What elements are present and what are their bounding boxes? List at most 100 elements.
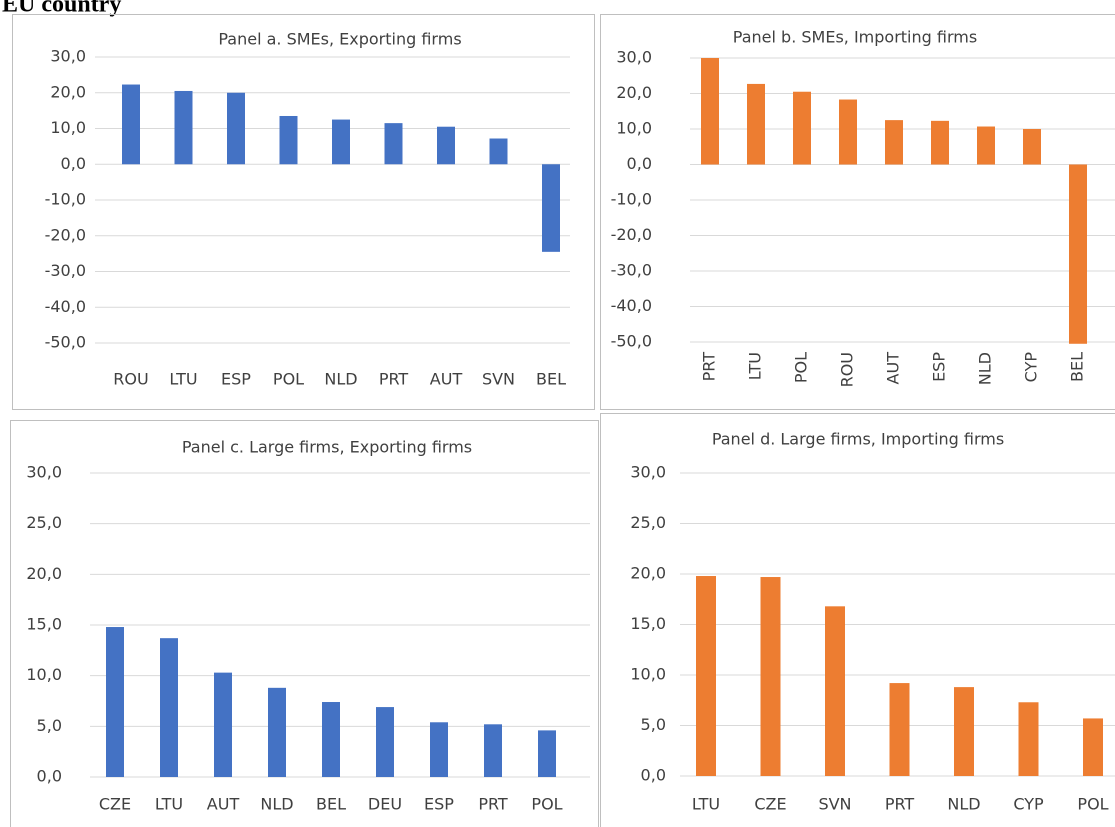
x-tick-label: POL xyxy=(531,795,562,814)
x-tick-label: SVN xyxy=(818,795,851,814)
y-tick-label: 15,0 xyxy=(630,614,666,633)
bar xyxy=(332,119,350,165)
y-tick-label: 30,0 xyxy=(26,463,62,482)
x-tick-label: CYP xyxy=(1013,795,1044,814)
bar xyxy=(268,687,286,777)
bar xyxy=(701,58,719,165)
y-tick-label: 10,0 xyxy=(616,119,652,138)
y-tick-label: 20,0 xyxy=(616,83,652,102)
bar xyxy=(889,683,910,776)
x-tick-label: AUT xyxy=(884,352,903,385)
y-tick-label: 25,0 xyxy=(630,513,666,532)
x-tick-label: ESP xyxy=(424,795,454,814)
panel-box xyxy=(600,14,1115,410)
x-tick-label: NLD xyxy=(947,795,980,814)
y-tick-label: -10,0 xyxy=(611,190,652,209)
x-tick-label: ESP xyxy=(930,352,949,382)
bar xyxy=(384,123,403,165)
y-tick-label: -30,0 xyxy=(611,261,652,280)
panel-box xyxy=(10,420,599,827)
x-tick-label: BEL xyxy=(536,370,566,389)
y-tick-label: 25,0 xyxy=(26,513,62,532)
bar xyxy=(839,99,857,165)
x-tick-label: PRT xyxy=(885,795,915,814)
panel-box xyxy=(12,14,595,410)
y-tick-label: 30,0 xyxy=(50,47,86,66)
bar xyxy=(954,687,974,776)
x-tick-label: ESP xyxy=(221,370,251,389)
y-tick-label: 20,0 xyxy=(630,564,666,583)
bar xyxy=(160,638,178,777)
x-tick-label: AUT xyxy=(207,795,240,814)
bar xyxy=(227,92,245,165)
y-tick-label: -20,0 xyxy=(611,225,652,244)
y-tick-label: 0,0 xyxy=(627,154,652,173)
x-tick-label: NLD xyxy=(976,352,995,385)
bar xyxy=(279,115,298,165)
x-tick-label: NLD xyxy=(324,370,357,389)
x-tick-label: LTU xyxy=(155,795,183,814)
panel-box xyxy=(600,413,1115,827)
y-tick-label: 20,0 xyxy=(50,82,86,101)
bar xyxy=(376,707,394,777)
y-tick-label: -20,0 xyxy=(45,225,86,244)
bar xyxy=(174,90,193,165)
y-tick-label: 0,0 xyxy=(37,767,62,786)
chart-title: Panel a. SMEs, Exporting firms xyxy=(218,30,461,49)
bar xyxy=(122,84,140,165)
y-tick-label: -10,0 xyxy=(45,190,86,209)
bar xyxy=(747,83,765,165)
y-tick-label: 5,0 xyxy=(641,715,666,734)
bar xyxy=(430,722,448,777)
x-tick-label: POL xyxy=(792,352,811,383)
x-tick-label: BEL xyxy=(1068,352,1087,382)
x-tick-label: CZE xyxy=(754,795,786,814)
x-tick-label: POL xyxy=(1077,795,1108,814)
y-tick-label: -40,0 xyxy=(611,296,652,315)
x-tick-label: LTU xyxy=(169,370,197,389)
bar xyxy=(825,606,845,776)
bar xyxy=(214,672,232,777)
x-tick-label: SVN xyxy=(482,370,515,389)
bar xyxy=(1083,718,1103,776)
y-tick-label: -50,0 xyxy=(45,333,86,352)
y-tick-label: -30,0 xyxy=(45,261,86,280)
bar xyxy=(437,126,455,165)
x-tick-label: AUT xyxy=(430,370,463,389)
y-tick-label: -40,0 xyxy=(45,297,86,316)
bar xyxy=(538,730,556,777)
y-tick-label: 10,0 xyxy=(630,665,666,684)
bar xyxy=(931,120,949,165)
bar xyxy=(322,702,340,777)
y-tick-label: 15,0 xyxy=(26,615,62,634)
y-tick-label: -50,0 xyxy=(611,332,652,351)
chart-title: Panel c. Large firms, Exporting firms xyxy=(182,438,472,457)
bar xyxy=(885,120,903,165)
bar xyxy=(489,138,508,165)
x-tick-label: PRT xyxy=(700,352,719,382)
x-tick-label: ROU xyxy=(838,352,857,387)
x-tick-label: CYP xyxy=(1022,352,1041,383)
bar xyxy=(760,577,781,776)
y-tick-label: 0,0 xyxy=(61,154,86,173)
bar xyxy=(542,164,560,252)
y-tick-label: 5,0 xyxy=(37,716,62,735)
x-tick-label: PRT xyxy=(478,795,508,814)
x-tick-label: NLD xyxy=(260,795,293,814)
y-tick-label: 0,0 xyxy=(641,766,666,785)
x-tick-label: BEL xyxy=(316,795,346,814)
x-tick-label: ROU xyxy=(113,370,148,389)
x-tick-label: POL xyxy=(273,370,304,389)
y-tick-label: 10,0 xyxy=(50,118,86,137)
bar xyxy=(1018,702,1039,776)
bar xyxy=(106,627,124,777)
y-tick-label: 20,0 xyxy=(26,564,62,583)
header: EU country xyxy=(2,0,121,18)
y-tick-label: 30,0 xyxy=(630,463,666,482)
y-tick-label: 30,0 xyxy=(616,48,652,67)
bar xyxy=(484,724,502,777)
chart-title: Panel b. SMEs, Importing firms xyxy=(733,28,977,47)
x-tick-label: LTU xyxy=(692,795,720,814)
bar xyxy=(696,576,716,776)
